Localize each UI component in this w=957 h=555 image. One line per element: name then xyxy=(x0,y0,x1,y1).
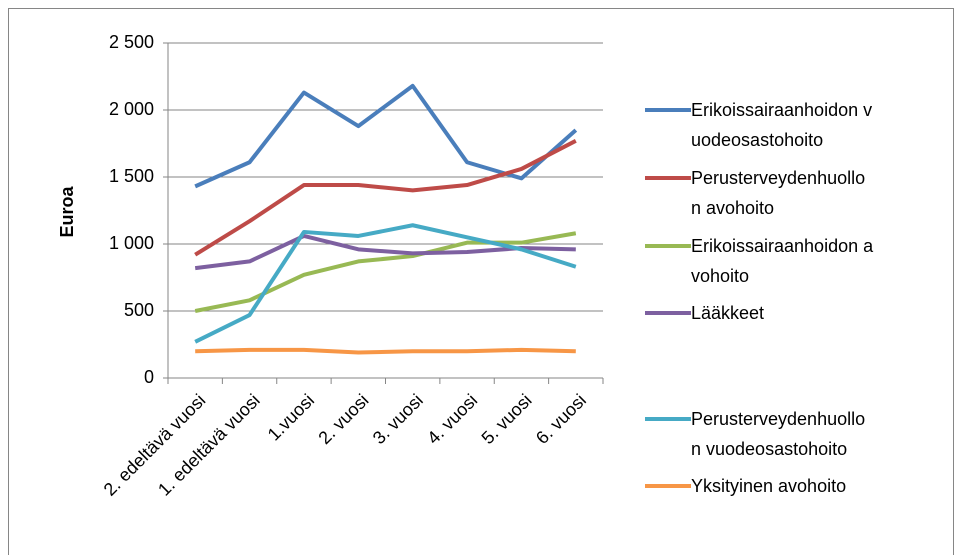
series-line xyxy=(194,83,578,189)
x-tick-label: 5. vuosi xyxy=(478,390,536,448)
legend-swatch xyxy=(645,244,691,248)
legend-swatch xyxy=(645,176,691,180)
chart-border xyxy=(8,8,954,555)
y-axis-label: Euroa xyxy=(57,186,77,238)
x-tick-label: 3. vuosi xyxy=(369,390,427,448)
y-tick-label: 1 000 xyxy=(109,233,154,253)
legend-swatch xyxy=(645,108,691,112)
y-tick-label: 2 500 xyxy=(109,32,154,52)
y-tick-label: 0 xyxy=(144,367,154,387)
y-tick-label: 500 xyxy=(124,300,154,320)
series-line xyxy=(195,347,576,355)
series-line xyxy=(194,223,577,344)
legend-label: Perusterveydenhuollon vuodeosastohoito xyxy=(691,409,866,459)
legend-label: Erikoissairaanhoidon avohoito xyxy=(691,236,874,286)
legend-label: Erikoissairaanhoidon vuodeosastohoito xyxy=(691,100,873,150)
x-tick-label: 1. edeltävä vuosi xyxy=(154,390,264,500)
legend-swatch xyxy=(645,417,691,421)
legend-swatch xyxy=(645,311,691,315)
x-tick-label: 2. vuosi xyxy=(314,390,372,448)
legend-label: Yksityinen avohoito xyxy=(691,476,847,496)
y-tick-label: 1 500 xyxy=(109,166,154,186)
legend-item: Erikoissairaanhoidon avohoito xyxy=(645,231,945,291)
y-tick-label: 2 000 xyxy=(109,99,154,119)
legend-item: Erikoissairaanhoidon vuodeosastohoito xyxy=(645,95,945,155)
legend-swatch xyxy=(645,484,691,488)
legend-item: Yksityinen avohoito xyxy=(645,471,945,501)
series-line xyxy=(194,231,577,313)
legend-label: Lääkkeet xyxy=(691,303,765,323)
series-line xyxy=(194,139,577,257)
x-tick-label: 4. vuosi xyxy=(423,390,481,448)
legend-item: Lääkkeet xyxy=(645,298,945,328)
x-tick-label: 1.vuosi xyxy=(264,390,318,444)
legend-item: Perusterveydenhuollon vuodeosastohoito xyxy=(645,404,945,464)
x-tick-label: 2. edeltävä vuosi xyxy=(100,390,210,500)
x-tick-label: 6. vuosi xyxy=(532,390,590,448)
legend-label: Perusterveydenhuollon avohoito xyxy=(691,168,866,218)
legend-item: Perusterveydenhuollon avohoito xyxy=(645,163,945,223)
